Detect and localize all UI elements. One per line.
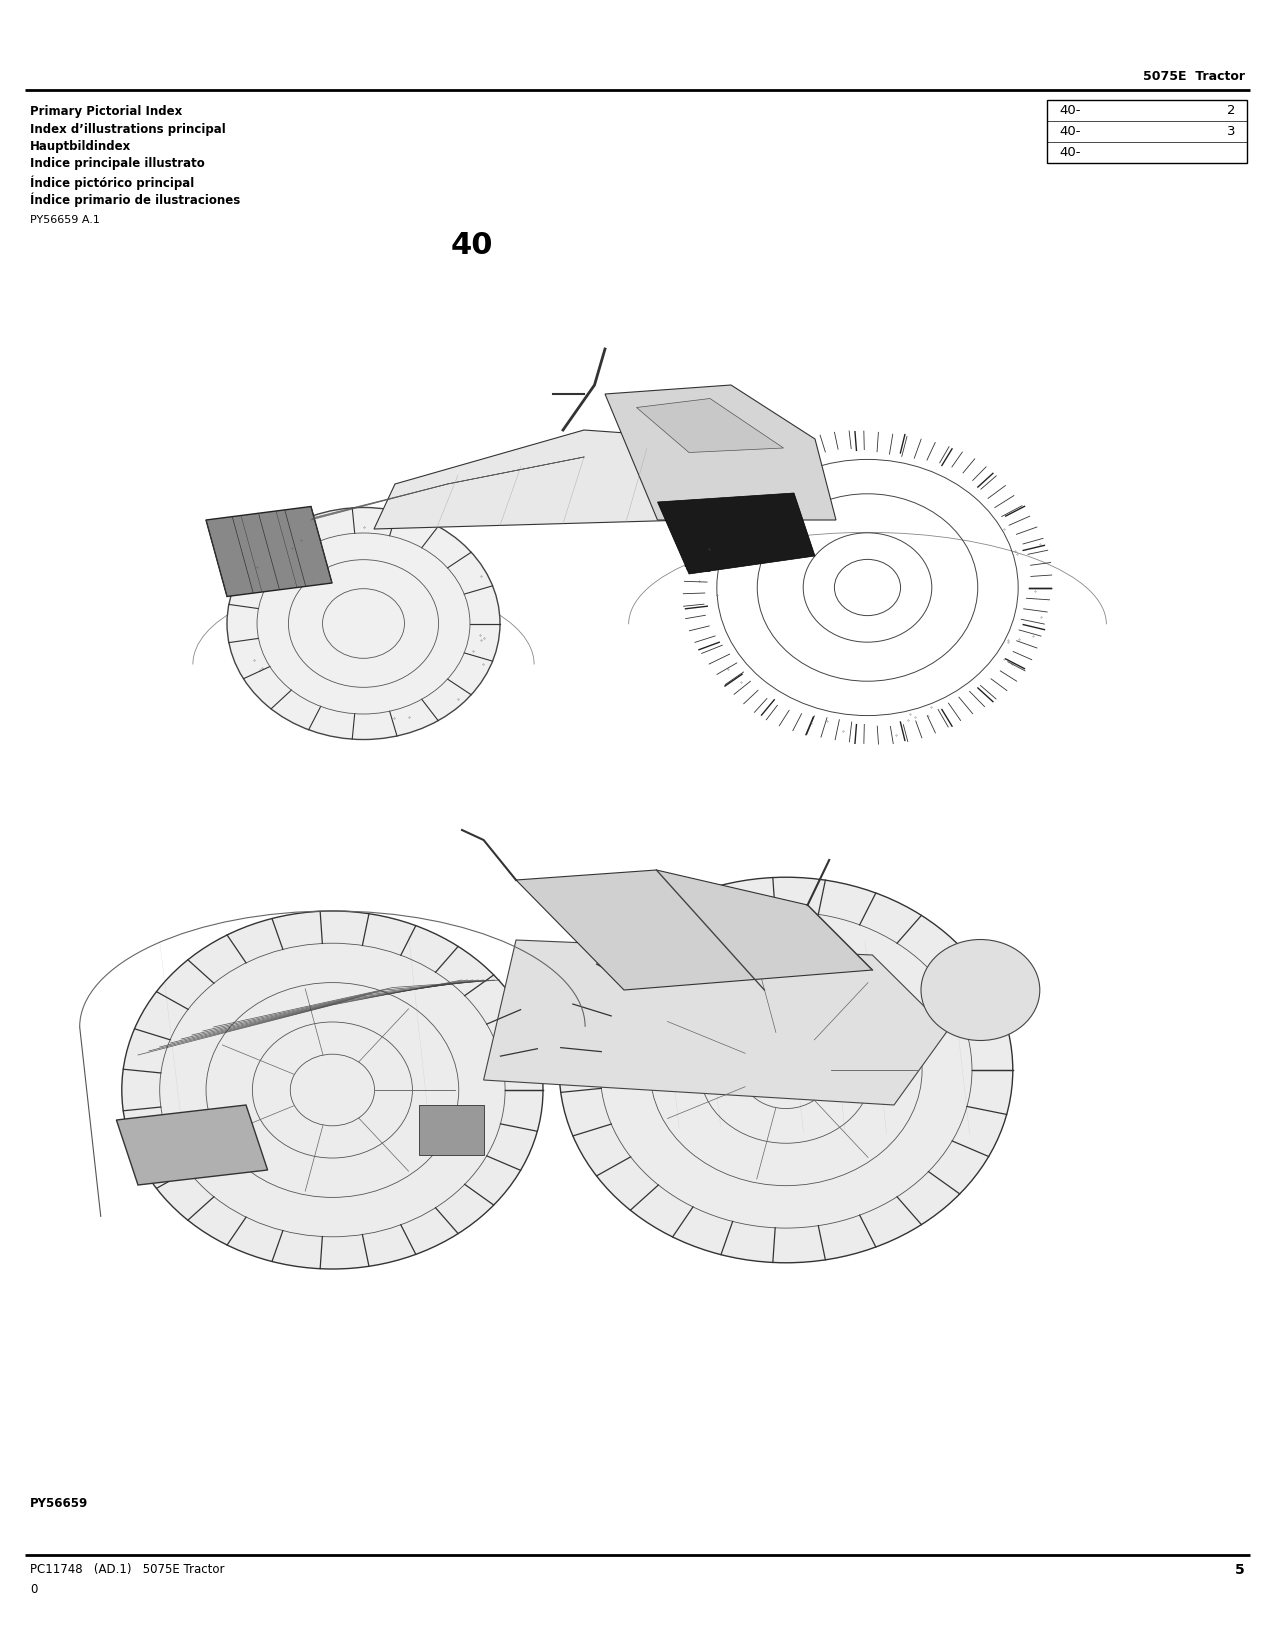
Text: 40-: 40- bbox=[1060, 145, 1080, 158]
Text: Índice pictórico principal: Índice pictórico principal bbox=[31, 175, 194, 190]
Polygon shape bbox=[418, 1106, 483, 1155]
Text: 3: 3 bbox=[1227, 125, 1235, 139]
Polygon shape bbox=[483, 940, 949, 1106]
Text: 40: 40 bbox=[450, 231, 493, 259]
Ellipse shape bbox=[122, 911, 543, 1269]
Ellipse shape bbox=[921, 939, 1040, 1041]
Polygon shape bbox=[658, 493, 815, 574]
Polygon shape bbox=[374, 431, 710, 530]
Text: Index d’illustrations principal: Index d’illustrations principal bbox=[31, 122, 226, 135]
Text: 0: 0 bbox=[31, 1582, 37, 1596]
Text: Primary Pictorial Index: Primary Pictorial Index bbox=[31, 106, 182, 119]
Text: Índice primario de ilustraciones: Índice primario de ilustraciones bbox=[31, 193, 240, 206]
Polygon shape bbox=[516, 870, 872, 990]
Text: 5: 5 bbox=[1235, 1563, 1244, 1577]
Text: 2: 2 bbox=[1227, 104, 1235, 117]
Bar bbox=[1047, 101, 1247, 163]
Polygon shape bbox=[207, 507, 332, 597]
Text: 5075E  Tractor: 5075E Tractor bbox=[1142, 69, 1244, 83]
Polygon shape bbox=[116, 1106, 268, 1185]
Ellipse shape bbox=[227, 508, 500, 739]
Text: 40-: 40- bbox=[1060, 104, 1080, 117]
Text: 40-: 40- bbox=[1060, 125, 1080, 139]
Text: Hauptbildindex: Hauptbildindex bbox=[31, 140, 131, 153]
Text: PC11748   (AD.1)   5075E Tractor: PC11748 (AD.1) 5075E Tractor bbox=[31, 1563, 224, 1576]
Text: PY56659: PY56659 bbox=[31, 1497, 88, 1510]
Polygon shape bbox=[636, 399, 784, 452]
Ellipse shape bbox=[560, 878, 1012, 1262]
Text: Indice principale illustrato: Indice principale illustrato bbox=[31, 157, 205, 170]
Polygon shape bbox=[606, 384, 836, 520]
Text: PY56659 A.1: PY56659 A.1 bbox=[31, 214, 99, 224]
